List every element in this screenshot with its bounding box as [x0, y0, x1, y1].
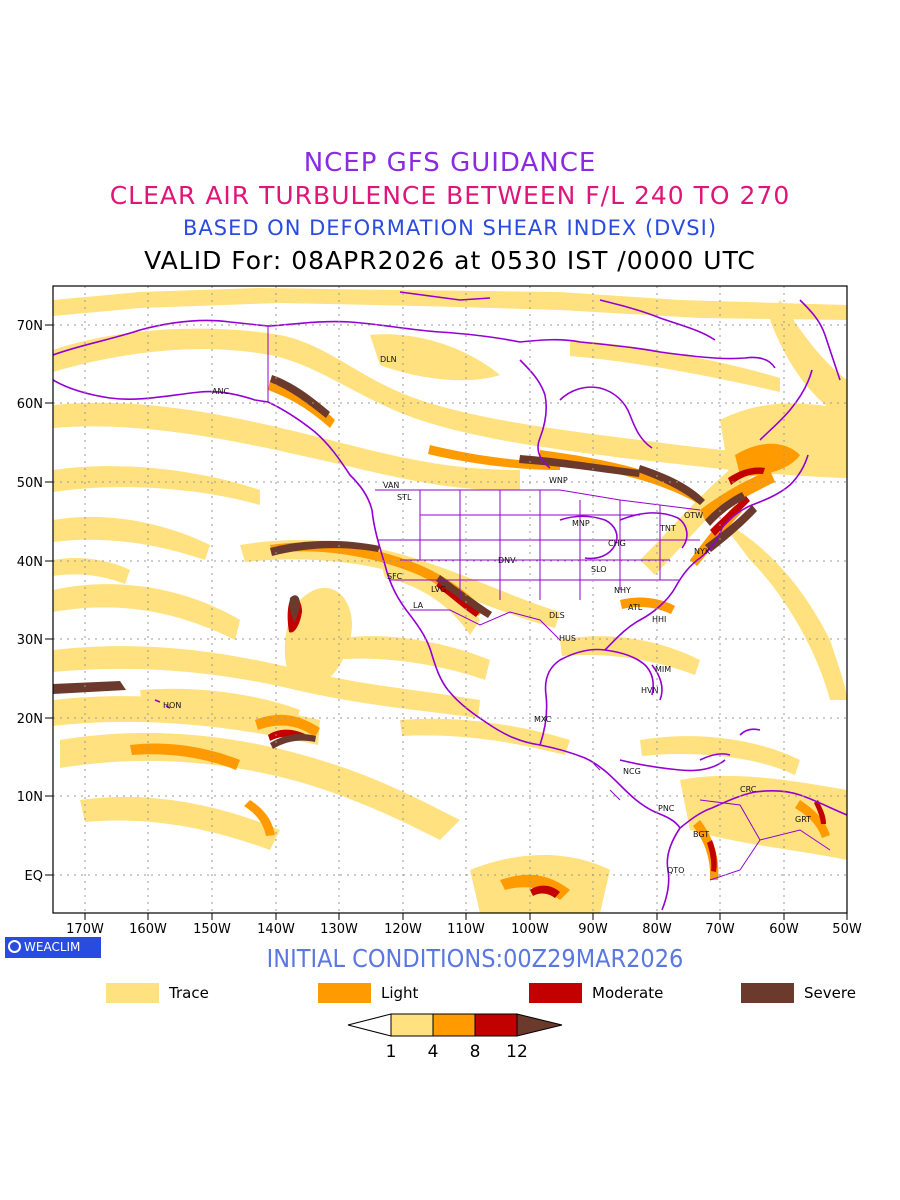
lat-label: 70N — [17, 319, 43, 334]
lat-label: 50N — [17, 476, 43, 491]
station-label: OTW — [684, 511, 703, 520]
station-label: MNP — [572, 519, 590, 528]
lat-label: EQ — [25, 869, 43, 884]
station-label: TNT — [659, 524, 676, 533]
chart-subtitle-method: BASED ON DEFORMATION SHEAR INDEX (DVSI) — [182, 216, 718, 240]
station-label: MXC — [534, 715, 552, 724]
station-label: DLN — [380, 355, 397, 364]
chart-title-product: CLEAR AIR TURBULENCE BETWEEN F/L 240 TO … — [109, 181, 791, 210]
station-label: HON — [163, 701, 181, 710]
station-label: SLO — [591, 565, 607, 574]
logo-text: WEACLIM — [24, 940, 81, 954]
station-label: GRT — [795, 815, 811, 824]
station-label: QTO — [667, 866, 684, 875]
lon-label: 80W — [642, 922, 672, 937]
lon-label: 150W — [193, 922, 231, 937]
legend-label-light: Light — [381, 984, 419, 1002]
lat-label: 40N — [17, 555, 43, 570]
map-frame — [52, 285, 848, 914]
station-label: LA — [413, 601, 424, 610]
lon-label: 140W — [257, 922, 295, 937]
station-label: NHY — [614, 586, 631, 595]
station-label: BGT — [693, 830, 709, 839]
logo-ring-icon — [8, 940, 21, 953]
station-label: STL — [397, 493, 412, 502]
lat-label: 10N — [17, 790, 43, 805]
lon-label: 110W — [447, 922, 485, 937]
chart-valid-time: VALID For: 08APR2026 at 0530 IST /0000 U… — [144, 246, 756, 275]
station-label: CRC — [740, 785, 757, 794]
legend-label-trace: Trace — [169, 984, 209, 1002]
legend-swatch-light — [318, 983, 371, 1003]
initial-conditions: INITIAL CONDITIONS:00Z29MAR2026 — [266, 944, 684, 973]
station-label: PNC — [658, 804, 675, 813]
station-label: ANC — [212, 387, 229, 396]
station-label: LVG — [431, 585, 446, 594]
coastlines — [53, 291, 847, 911]
station-label: NCG — [623, 767, 641, 776]
station-label: VAN — [383, 481, 399, 490]
weaclim-logo: WEACLIM — [5, 937, 101, 958]
lat-label: 60N — [17, 397, 43, 412]
lon-label: 70W — [705, 922, 735, 937]
station-label: WNP — [549, 476, 568, 485]
lon-label: 50W — [832, 922, 862, 937]
station-label: HVN — [641, 686, 658, 695]
station-label: ATL — [628, 603, 643, 612]
station-label: MIM — [655, 665, 671, 674]
legend-label-severe: Severe — [804, 984, 856, 1002]
lon-label: 60W — [769, 922, 799, 937]
legend-swatch-severe — [741, 983, 794, 1003]
lon-label: 130W — [320, 922, 358, 937]
chart-title-guidance: NCEP GFS GUIDANCE — [303, 148, 597, 178]
lon-label: 90W — [578, 922, 608, 937]
turbulence-field: DLN ANC VAN STL WNP OTW MNP TNT CHG NYK … — [53, 286, 847, 913]
station-label: HHI — [652, 615, 666, 624]
lon-label: 100W — [511, 922, 549, 937]
political-borders — [267, 326, 831, 881]
lon-label: 160W — [129, 922, 167, 937]
station-label: CHG — [608, 539, 626, 548]
station-label: SFC — [387, 572, 403, 581]
station-label: DNV — [498, 556, 516, 565]
lon-label: 120W — [384, 922, 422, 937]
station-label: HUS — [559, 634, 576, 643]
axis-ticks — [45, 324, 848, 920]
legend-swatch-moderate — [529, 983, 582, 1003]
legend-swatch-trace — [106, 983, 159, 1003]
lat-label: 20N — [17, 712, 43, 727]
lat-label: 30N — [17, 633, 43, 648]
lon-label: 170W — [66, 922, 104, 937]
legend-label-moderate: Moderate — [592, 984, 664, 1002]
station-label: DLS — [549, 611, 565, 620]
station-label: NYK — [694, 547, 711, 556]
